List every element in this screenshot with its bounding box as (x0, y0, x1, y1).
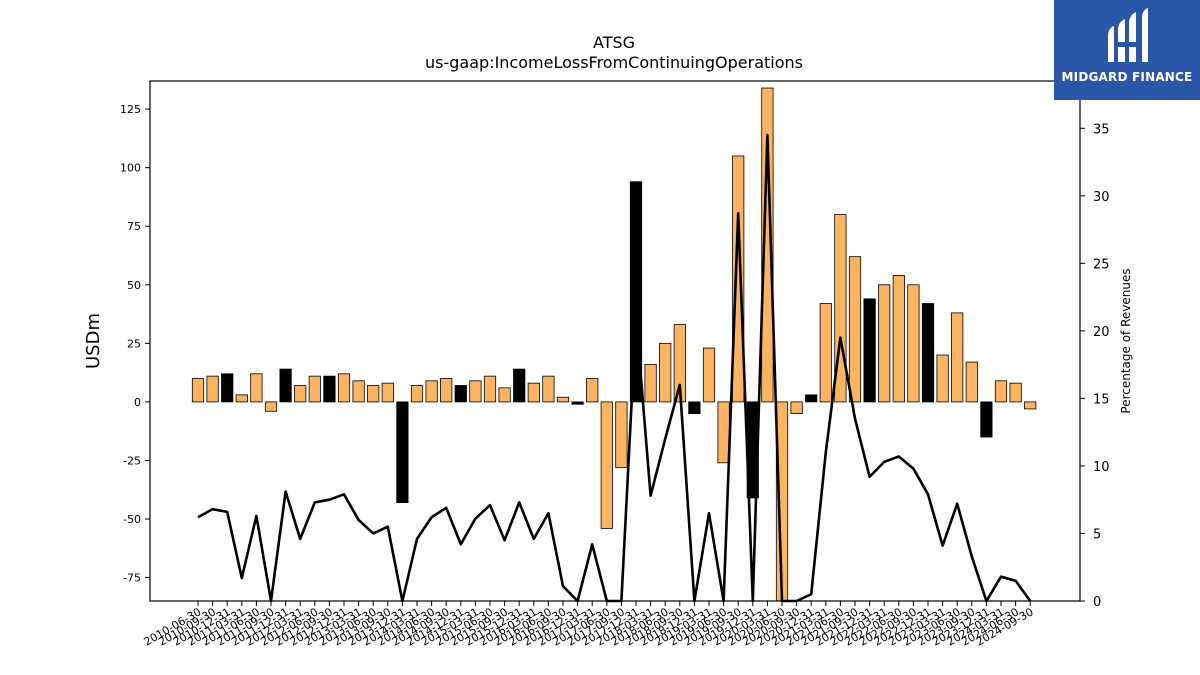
bar-2011-09-30 (264, 401, 278, 412)
bar-2019-06-30 (717, 401, 730, 464)
bar-2016-03-31 (527, 382, 540, 403)
bar-2015-03-31 (469, 380, 482, 403)
y2-axis-label: Percentage of Revenues (1119, 268, 1133, 413)
y-tick-label: 0 (134, 396, 141, 409)
y-tick-label: 100 (120, 162, 141, 175)
bar-2017-03-31 (586, 378, 599, 403)
bar-2017-06-30 (600, 401, 613, 529)
bar-2024-06-30 (1009, 382, 1022, 403)
bar-2013-03-31 (352, 380, 365, 403)
bar-2022-12-31 (921, 303, 935, 403)
bar-2023-12-31 (980, 401, 993, 438)
bar-series (191, 87, 1037, 602)
bar-2023-03-31 (936, 354, 949, 403)
y2-tick-label: 0 (1093, 595, 1101, 610)
y2-tick-label: 10 (1093, 460, 1110, 475)
bar-2019-09-30 (732, 155, 745, 403)
bar-2020-03-31 (761, 87, 774, 403)
logo-text: MIDGARD FINANCE (1061, 70, 1193, 84)
bar-2014-03-31 (410, 385, 424, 403)
y-tick-label: 25 (127, 337, 141, 350)
bar-2014-06-30 (425, 380, 438, 403)
x-axis: 2010-06-302010-09-302010-12-312011-03-31… (142, 601, 1036, 649)
y-tick-label: -50 (123, 513, 141, 526)
bar-2010-06-30 (191, 378, 205, 403)
bar-2011-12-31 (279, 368, 292, 403)
bar-2024-09-30 (1024, 401, 1037, 410)
bar-2013-09-30 (381, 382, 394, 403)
bar-2021-09-30 (848, 256, 862, 403)
bar-2017-12-31 (629, 181, 643, 403)
bar-2015-09-30 (498, 387, 511, 403)
bar-2017-09-30 (615, 401, 628, 468)
bar-2022-03-31 (878, 284, 891, 403)
bar-2019-03-31 (702, 347, 716, 403)
y-axis: -75 -50 -25 0 25 50 75 100 125 (120, 103, 150, 585)
bar-2020-09-30 (790, 401, 803, 415)
y-axis-label: USDm (83, 313, 104, 369)
y-tick-label: 125 (120, 103, 141, 116)
y2-tick-label: 35 (1093, 122, 1110, 137)
line-series (197, 133, 1032, 603)
y2-tick-label: 20 (1093, 325, 1110, 340)
percentage-line (197, 133, 1032, 603)
bar-2022-09-30 (907, 284, 920, 403)
bar-2024-03-31 (994, 380, 1008, 403)
bar-2013-12-31 (396, 401, 409, 504)
bar-2010-12-31 (221, 373, 234, 403)
bar-2013-06-30 (367, 385, 380, 403)
bar-2022-06-30 (892, 275, 905, 403)
bar-2015-06-30 (483, 375, 497, 403)
bar-2016-09-30 (556, 396, 570, 403)
bar-2012-09-30 (323, 375, 336, 403)
bar-2012-03-31 (294, 385, 307, 403)
y2-tick-label: 15 (1093, 392, 1110, 407)
y-tick-label: 50 (127, 279, 141, 292)
chart-subtitle: us-gaap:IncomeLossFromContinuingOperatio… (425, 53, 803, 72)
y-tick-label: -25 (123, 454, 141, 467)
bar-2020-12-31 (805, 394, 818, 403)
y2-axis: 0 5 10 15 20 25 30 35 (1080, 122, 1110, 610)
bar-2023-09-30 (965, 361, 978, 403)
logo-mark-icon (1108, 8, 1148, 62)
bar-2016-06-30 (542, 375, 555, 403)
bar-2018-12-31 (688, 401, 701, 415)
bar-2012-12-31 (337, 373, 351, 403)
y-tick-label: 75 (127, 220, 141, 233)
y2-tick-label: 30 (1093, 190, 1110, 205)
y-tick-label: -75 (123, 572, 141, 585)
chart-title: ATSG (593, 33, 635, 52)
bar-2018-06-30 (659, 342, 672, 403)
bar-2023-06-30 (951, 312, 964, 403)
bar-2012-06-30 (308, 375, 321, 403)
bar-2011-03-31 (235, 394, 248, 403)
midgard-finance-logo: MIDGARD FINANCE (1054, 0, 1200, 100)
bar-2014-12-31 (454, 385, 467, 403)
bar-2014-09-30 (440, 378, 453, 403)
bar-2021-06-30 (834, 214, 847, 403)
y2-tick-label: 5 (1093, 527, 1101, 542)
bar-2016-12-31 (571, 401, 584, 405)
bar-2018-03-31 (644, 364, 657, 403)
bar-2010-09-30 (206, 375, 219, 403)
bar-2011-06-30 (250, 373, 263, 403)
y2-tick-label: 25 (1093, 257, 1110, 272)
bar-2021-03-31 (819, 303, 832, 403)
bar-2015-12-31 (513, 368, 526, 403)
plot-frame (149, 80, 1081, 602)
bar-2021-12-31 (863, 298, 876, 403)
